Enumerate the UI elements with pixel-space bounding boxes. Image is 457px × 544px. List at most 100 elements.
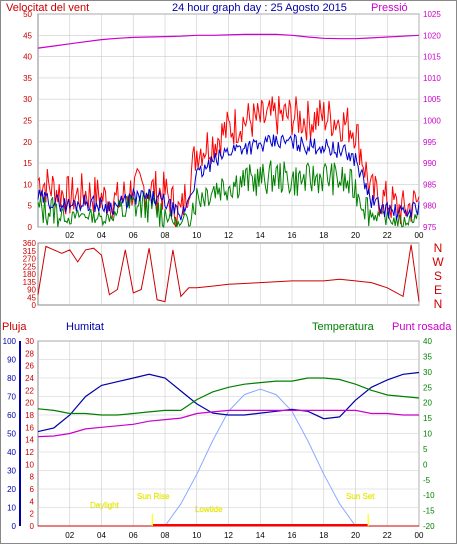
wind-direction-series-line xyxy=(37,244,420,303)
rain-y-tick-label: 16 xyxy=(25,423,34,432)
temperature-y-tick-label: -20 xyxy=(423,522,435,531)
wind-y-tick-label: 45 xyxy=(23,31,32,40)
temperature-y-tick-label: -15 xyxy=(423,507,435,516)
wind-y-tick-label: 10 xyxy=(23,180,32,189)
x-tick-label: 04 xyxy=(97,231,106,240)
wind-avg-series-line xyxy=(37,133,420,221)
temperature-y-tick-label: 10 xyxy=(423,430,432,439)
x-tick-label: 10 xyxy=(192,231,201,240)
direction-y-tick-label: 360 xyxy=(23,239,37,248)
chart-marks: 0510152025303540455097598098599099510001… xyxy=(3,10,445,540)
temperature-y-tick-label: 40 xyxy=(423,337,432,346)
x-tick-label: 16 xyxy=(288,231,297,240)
temperature-series-line xyxy=(37,377,420,416)
direction-y-tick-label: 315 xyxy=(23,247,37,256)
rain-y-tick-label: 10 xyxy=(25,460,34,469)
pressure-y-tick-label: 995 xyxy=(423,138,437,147)
pressure-y-tick-label: 980 xyxy=(423,202,437,211)
rain-y-tick-label: 12 xyxy=(25,448,34,457)
rain-y-tick-label: 22 xyxy=(25,386,34,395)
x-tick-label: 06 xyxy=(129,531,138,540)
temperature-y-tick-label: -5 xyxy=(423,476,431,485)
wind-gust-series-line xyxy=(37,96,420,228)
wind-y-tick-label: 50 xyxy=(23,10,32,19)
direction-y-tick-label: 180 xyxy=(23,270,37,279)
compass-label: W xyxy=(432,255,444,269)
humidity-y-tick-label: 20 xyxy=(7,485,16,494)
compass-label: S xyxy=(434,269,442,283)
humidity-y-tick-label: 80 xyxy=(7,374,16,383)
wind-y-tick-label: 5 xyxy=(28,202,33,211)
direction-y-tick-label: 135 xyxy=(23,278,37,287)
rain-y-tick-label: 24 xyxy=(25,374,34,383)
direction-y-tick-label: 45 xyxy=(27,293,36,302)
pressure-series-line xyxy=(37,33,420,49)
x-tick-label: 12 xyxy=(224,531,233,540)
x-tick-label: 08 xyxy=(161,531,170,540)
rain-y-tick-label: 2 xyxy=(30,510,35,519)
humidity-y-tick-label: 100 xyxy=(3,337,17,346)
wind-y-tick-label: 20 xyxy=(23,138,32,147)
pressure-y-tick-label: 975 xyxy=(423,223,437,232)
wind-y-tick-label: 40 xyxy=(23,53,32,62)
direction-y-tick-label: 90 xyxy=(27,286,36,295)
compass-label: E xyxy=(434,283,442,297)
temperature-y-tick-label: 15 xyxy=(423,414,432,423)
temperature-y-tick-label: 30 xyxy=(423,368,432,377)
rain-label: Pluja xyxy=(2,321,27,333)
pressure-y-tick-label: 1025 xyxy=(423,10,441,19)
sun-set-label: Sun Set xyxy=(346,492,375,501)
x-tick-label: 06 xyxy=(129,231,138,240)
x-tick-label: 18 xyxy=(319,531,328,540)
direction-y-tick-label: 225 xyxy=(23,262,37,271)
pressure-y-tick-label: 1010 xyxy=(423,74,441,83)
pressure-y-tick-label: 985 xyxy=(423,180,437,189)
humidity-label: Humitat xyxy=(66,321,104,333)
page-title: 24 hour graph day : 25 Agosto 2015 xyxy=(172,2,347,14)
rain-y-tick-label: 26 xyxy=(25,362,34,371)
wind-y-tick-label: 0 xyxy=(28,223,33,232)
rain-y-tick-label: 30 xyxy=(25,337,34,346)
humidity-y-tick-label: 50 xyxy=(7,430,16,439)
pressure-label: Pressió xyxy=(371,2,408,14)
pressure-y-tick-label: 1015 xyxy=(423,53,441,62)
pressure-y-tick-label: 1020 xyxy=(423,31,441,40)
compass-label: N xyxy=(434,297,443,311)
wind-low-series-line xyxy=(37,160,420,229)
rain-y-tick-label: 20 xyxy=(25,399,34,408)
temperature-y-tick-label: 5 xyxy=(423,445,428,454)
rain-y-tick-label: 0 xyxy=(30,522,35,531)
x-tick-label: 16 xyxy=(288,531,297,540)
direction-y-tick-label: 270 xyxy=(23,255,37,264)
lowtide-label: Lowtide xyxy=(195,505,223,514)
rain-y-tick-label: 8 xyxy=(30,473,35,482)
humidity-y-tick-label: 90 xyxy=(7,356,16,365)
humidity-series-line xyxy=(37,371,420,433)
x-tick-label: 04 xyxy=(97,531,106,540)
compass-label: N xyxy=(434,241,443,255)
x-tick-label: 22 xyxy=(383,531,392,540)
wind-speed-label: Velocitat del vent xyxy=(6,2,89,14)
rain-y-tick-label: 18 xyxy=(25,411,34,420)
rain-y-tick-label: 14 xyxy=(25,436,34,445)
x-tick-label: 00 xyxy=(415,531,424,540)
x-tick-label: 00 xyxy=(415,231,424,240)
temperature-y-tick-label: -10 xyxy=(423,491,435,500)
pressure-y-tick-label: 990 xyxy=(423,159,437,168)
rain-y-tick-label: 28 xyxy=(25,349,34,358)
humidity-y-tick-label: 30 xyxy=(7,467,16,476)
daylight-label: Daylight xyxy=(90,501,120,510)
x-tick-label: 22 xyxy=(383,231,392,240)
sun-rise-label: Sun Rise xyxy=(137,492,170,501)
temperature-y-tick-label: 0 xyxy=(423,460,428,469)
temperature-y-tick-label: 35 xyxy=(423,352,432,361)
temperature-y-tick-label: 20 xyxy=(423,399,432,408)
humidity-y-tick-label: 70 xyxy=(7,393,16,402)
dew-point-label: Punt rosada xyxy=(392,321,452,333)
wind-y-tick-label: 25 xyxy=(23,117,32,126)
wind-y-tick-label: 35 xyxy=(23,74,32,83)
x-tick-label: 18 xyxy=(319,231,328,240)
x-tick-label: 20 xyxy=(351,231,360,240)
